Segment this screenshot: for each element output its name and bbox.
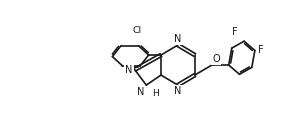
Text: F: F xyxy=(232,27,238,37)
Text: N: N xyxy=(125,65,132,75)
Text: H: H xyxy=(152,89,159,98)
Text: O: O xyxy=(213,54,220,64)
Text: F: F xyxy=(258,45,263,55)
Text: N: N xyxy=(174,34,181,44)
Text: N: N xyxy=(174,86,181,96)
Text: Cl: Cl xyxy=(133,26,141,35)
Text: N: N xyxy=(137,87,145,97)
